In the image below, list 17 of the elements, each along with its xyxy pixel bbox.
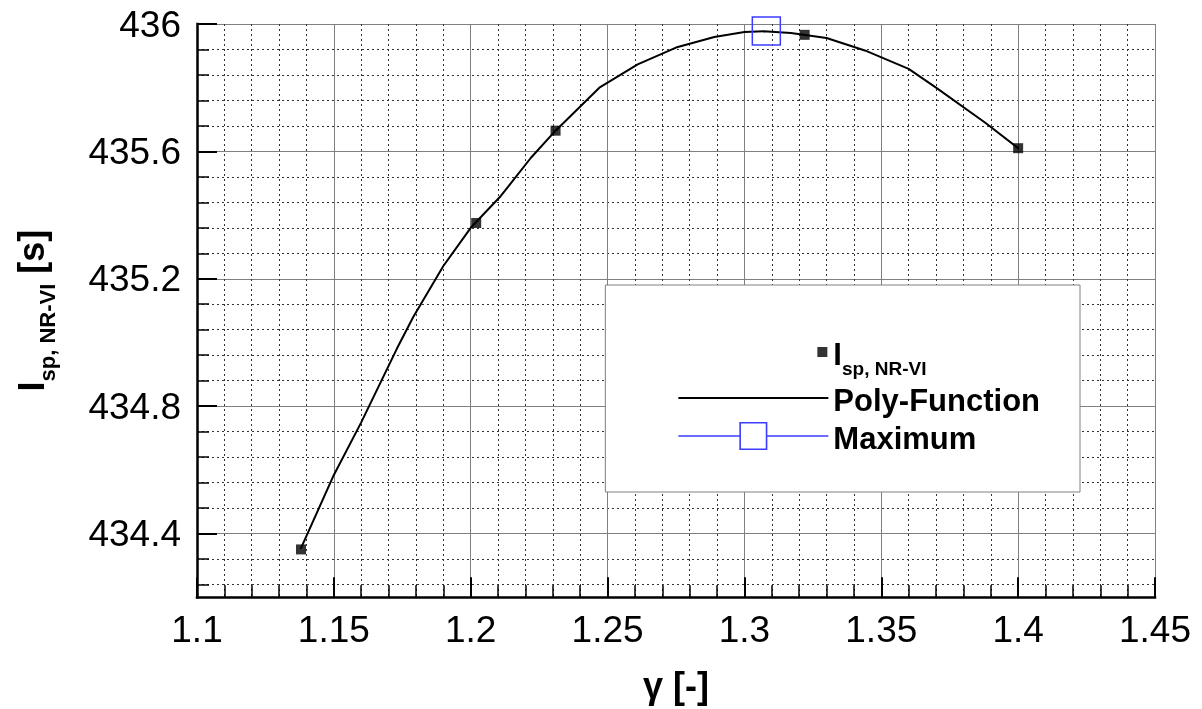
x-tick-label: 1.3 xyxy=(718,609,771,651)
x-tick-label: 1.35 xyxy=(845,609,918,651)
x-axis-title: γ [-] xyxy=(643,665,709,707)
legend-label: Maximum xyxy=(833,421,977,456)
y-tick-label: 434.8 xyxy=(88,385,181,427)
x-tick-label: 1.2 xyxy=(445,609,497,651)
y-tick-label: 435.6 xyxy=(88,130,181,172)
y-axis-title: Isp, NR-VI [s] xyxy=(10,229,60,392)
y-tick-label: 435.2 xyxy=(88,258,181,300)
x-tick-label: 1.45 xyxy=(1118,609,1192,651)
x-tick-label: 1.15 xyxy=(297,609,370,651)
x-tick-label: 1.25 xyxy=(571,609,644,651)
legend-label: Poly-Function xyxy=(833,383,1041,418)
y-tick-label: 434.4 xyxy=(88,513,181,555)
x-tick-label: 1.1 xyxy=(171,609,223,651)
y-tick-label: 436 xyxy=(119,3,181,45)
x-tick-label: 1.4 xyxy=(992,609,1044,651)
